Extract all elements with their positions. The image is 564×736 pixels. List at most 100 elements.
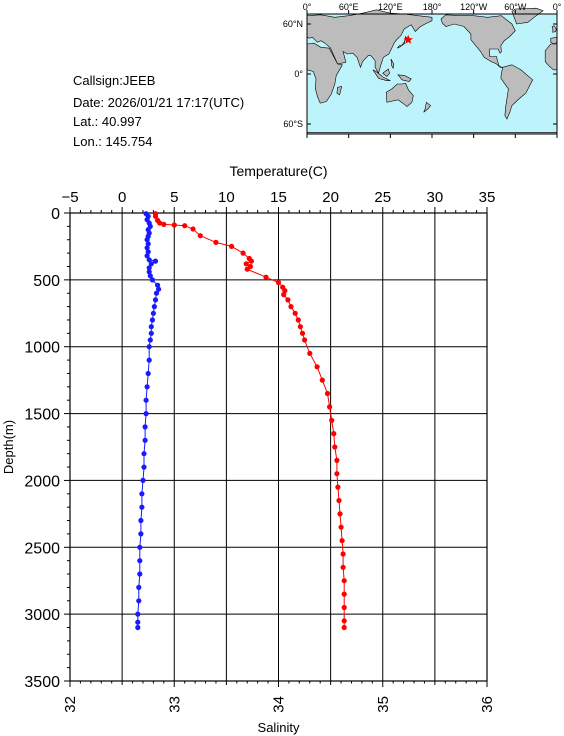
salinity-profile-point [143, 411, 149, 417]
depth-tick-label: 3000 [24, 607, 60, 624]
temperature-tick-label: 30 [427, 189, 444, 206]
temperature-tick-label: 10 [218, 189, 235, 206]
temperature-profile-point [329, 417, 335, 423]
temperature-profile [152, 211, 347, 631]
temperature-profile-point [334, 457, 340, 463]
temperature-profile-point [336, 497, 342, 504]
salinity-profile-point [148, 330, 154, 336]
salinity-profile-point [140, 477, 146, 483]
temperature-profile-point [341, 604, 347, 611]
salinity-profile-point [147, 337, 153, 343]
temperature-profile-point [157, 220, 163, 226]
temperature-profile-point [334, 471, 340, 477]
temperature-axis-label: Temperature(C) [229, 163, 327, 179]
location-map: 0° 60°E 120°E 180° 120°W 60°W 0°60°N0°60°S [283, 2, 562, 138]
temperature-profile-point [288, 304, 294, 310]
temperature-profile-point [244, 266, 250, 272]
salinity-profile-point [141, 451, 147, 457]
map-land-14 [551, 25, 557, 33]
temperature-profile-point [240, 250, 246, 256]
salinity-profile-point [146, 344, 152, 350]
callsign-text: Callsign:JEEB [73, 73, 156, 88]
salinity-profile-point [142, 424, 148, 430]
salinity-profile-point [135, 624, 141, 631]
map-land-6 [382, 68, 390, 77]
salinity-profile-point [146, 357, 152, 363]
salinity-profile-point [148, 261, 154, 267]
salinity-profile-point [150, 310, 156, 316]
salinity-profile [135, 211, 162, 631]
temperature-profile-point [341, 591, 347, 597]
station-marker-icon [403, 34, 413, 44]
salinity-profile-point [149, 277, 155, 283]
salinity-profile-point [145, 249, 151, 255]
temperature-profile-point [299, 330, 306, 336]
temperature-profile-point [295, 317, 301, 323]
map-land-4 [397, 35, 408, 49]
salinity-axis-label: Salinity [258, 720, 300, 735]
depth-tick-label: 2500 [24, 540, 60, 557]
temperature-tick-label: 25 [374, 189, 391, 206]
temperature-profile-point [327, 404, 333, 410]
temperature-tick-label: −5 [61, 189, 78, 206]
salinity-profile-point [136, 584, 142, 591]
map-lat-label: 60°N [283, 19, 303, 29]
map-lon-label: 0° [553, 2, 562, 12]
temperature-profile-point [282, 288, 288, 294]
map-lat-label: 60°S [283, 119, 303, 129]
map-land-12 [511, 7, 544, 25]
temperature-profile-point [197, 233, 203, 239]
map-lon-label: 60°E [339, 2, 359, 12]
salinity-profile-point [145, 241, 151, 247]
salinity-tick-label: 32 [62, 696, 79, 713]
map-land-11 [440, 14, 516, 68]
salinity-profile-point [144, 384, 150, 390]
temperature-profile-point [297, 324, 303, 330]
salinity-tick-label: 36 [479, 696, 496, 713]
salinity-profile-point [144, 245, 150, 251]
salinity-profile-point [137, 571, 143, 577]
map-land-5 [372, 69, 391, 81]
salinity-profile-point [143, 397, 149, 403]
map-land-7 [390, 58, 395, 70]
salinity-profile-point [136, 598, 142, 604]
salinity-profile-point [148, 324, 154, 330]
salinity-profile-point [149, 317, 155, 323]
salinity-profile-point [151, 304, 157, 310]
salinity-profile-point [153, 290, 160, 296]
salinity-profile-point [135, 619, 141, 625]
map-lon-label: 180° [423, 2, 442, 12]
temperature-profile-point [248, 258, 254, 264]
temperature-profile-point [332, 444, 338, 450]
temperature-profile-point [340, 551, 346, 557]
temperature-profile-point [338, 524, 344, 530]
depth-tick-label: 1500 [24, 407, 60, 424]
depth-tick-label: 3500 [24, 674, 60, 691]
salinity-tick-label: 33 [166, 696, 183, 713]
salinity-profile-point [144, 237, 150, 243]
depth-tick-label: 1000 [24, 340, 60, 357]
salinity-tick-label: 34 [271, 696, 288, 713]
temperature-tick-label: 5 [170, 189, 178, 206]
temperature-profile-point [341, 618, 347, 624]
temperature-profile-point [243, 261, 249, 267]
temperature-profile-point [263, 274, 269, 280]
longitude-text: Lon.: 145.754 [73, 134, 153, 149]
map-land-10 [423, 101, 432, 113]
latitude-text: Lat.: 40.997 [73, 114, 142, 129]
date-text: Date: 2026/01/21 17:17(UTC) [73, 95, 245, 110]
map-lon-label: 60°W [504, 2, 527, 12]
map-land-2 [544, 43, 558, 71]
salinity-profile-point [146, 257, 152, 263]
temperature-tick-label: 35 [479, 189, 496, 206]
salinity-profile-point [138, 517, 144, 524]
temperature-tick-label: 20 [322, 189, 339, 206]
temperature-profile-point [229, 243, 235, 249]
salinity-profile-point [145, 370, 151, 377]
temperature-profile-point [340, 564, 346, 570]
map-land-8 [397, 74, 412, 82]
temperature-profile-point [161, 221, 167, 227]
temperature-profile-point [213, 239, 219, 245]
